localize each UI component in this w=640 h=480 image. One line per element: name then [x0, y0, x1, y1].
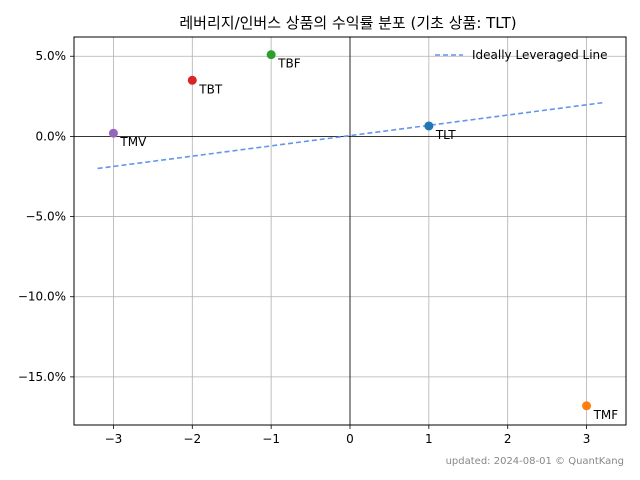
- plot-frame: [73, 36, 627, 426]
- x-tick-label: 3: [583, 432, 591, 446]
- x-tick-label: −3: [105, 432, 123, 446]
- y-tick-label: −10.0%: [18, 290, 66, 304]
- point-tbf: [266, 50, 276, 60]
- y-tick-label: 5.0%: [36, 49, 67, 63]
- x-tick-label: −2: [183, 432, 201, 446]
- legend: Ideally Leveraged Line: [435, 48, 608, 62]
- y-tick-label: 0.0%: [36, 129, 67, 143]
- y-tick-label: −5.0%: [25, 210, 66, 224]
- point-tlt: [424, 121, 434, 131]
- y-tick-label: −15.0%: [18, 370, 66, 384]
- point-label-tmv: TMV: [119, 135, 147, 149]
- legend-label-ideal-line: Ideally Leveraged Line: [472, 48, 608, 62]
- point-label-tbf: TBF: [277, 57, 301, 71]
- zero-axis-lines: [74, 37, 626, 425]
- x-tick-label: 1: [425, 432, 433, 446]
- point-tbt: [187, 75, 197, 85]
- data-points: TLT TMF TBF TBT TMV: [108, 50, 619, 422]
- chart-title: 레버리지/인버스 상품의 수익률 분포 (기초 상품: TLT): [179, 14, 516, 32]
- point-tmv: [108, 128, 118, 138]
- point-label-tmf: TMF: [593, 408, 619, 422]
- x-tick-label: 0: [346, 432, 354, 446]
- ideal-line-layer: [97, 101, 603, 170]
- x-tick-label: −1: [262, 432, 280, 446]
- point-label-tbt: TBT: [198, 82, 223, 96]
- ideal-leveraged-line: [97, 101, 603, 170]
- point-tmf: [582, 401, 592, 411]
- x-tick-label: 2: [504, 432, 512, 446]
- point-label-tlt: TLT: [435, 128, 456, 142]
- tick-labels: −3 −2 −1 0 1 2 3 5.0% 0.0% −5.0% −10.0% −15.0%: [18, 49, 591, 446]
- footer-updated: updated: 2024-08-01 © QuantKang: [446, 456, 624, 467]
